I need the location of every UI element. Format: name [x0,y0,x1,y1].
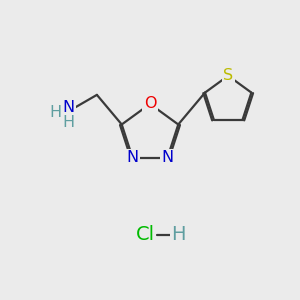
Text: N: N [127,150,139,165]
Text: N: N [62,100,75,115]
Text: H: H [62,115,75,130]
Text: H: H [171,225,185,244]
Text: N: N [161,150,173,165]
Text: Cl: Cl [136,225,155,244]
Text: H: H [49,105,61,120]
Text: S: S [223,68,233,83]
Text: O: O [144,96,156,111]
